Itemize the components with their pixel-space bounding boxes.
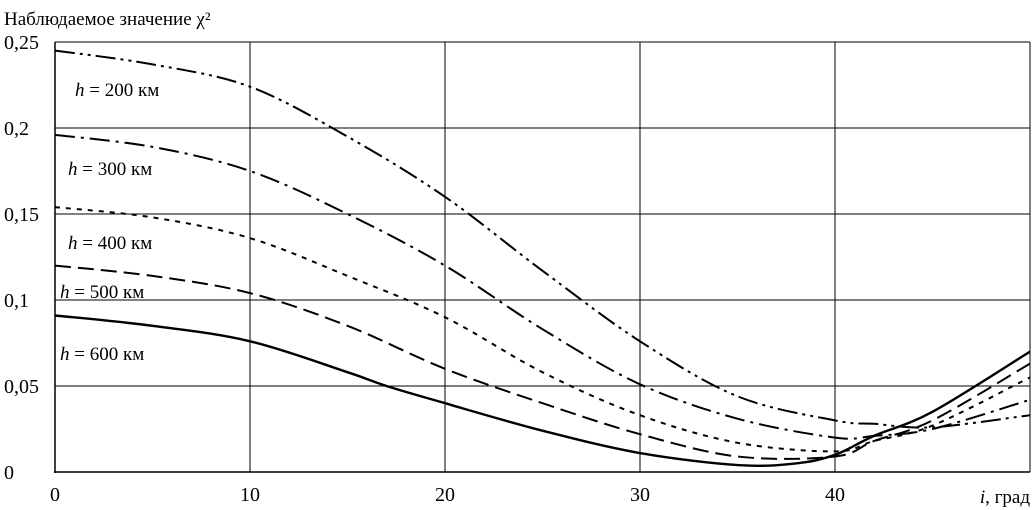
y-tick-label: 0,15	[4, 204, 39, 226]
series-line-5	[54, 314, 1031, 467]
x-tick-label: 30	[630, 484, 650, 506]
series-label-3: h = 400 км	[68, 233, 152, 254]
series-labels: h = 200 км h = 300 км h = 400 км h = 500 км…	[60, 80, 159, 365]
x-tick-label: 20	[435, 484, 455, 506]
x-tick-label: 0	[50, 484, 60, 506]
y-tick-label: 0	[4, 462, 14, 484]
x-axis-title: i, град	[980, 487, 1031, 508]
y-tick-label: 0,1	[4, 290, 29, 312]
series-label-5: h = 600 км	[60, 344, 144, 365]
x-tick-label: 10	[240, 484, 260, 506]
y-tick-label: 0,25	[4, 32, 39, 54]
x-tick-label: 40	[825, 484, 845, 506]
series-line-1	[54, 49, 1031, 429]
y-tick-label: 0,2	[4, 118, 29, 140]
grid	[54, 41, 1031, 473]
series-label-4: h = 500 км	[60, 282, 144, 303]
series-line-3	[54, 206, 1031, 453]
series-lines	[54, 49, 1031, 467]
y-tick-label: 0,05	[4, 376, 39, 398]
series-line-4	[54, 264, 1031, 460]
series-label-1: h = 200 км	[75, 80, 159, 101]
series-label-2: h = 300 км	[68, 159, 152, 180]
series-line-2	[54, 133, 1031, 440]
tick-labels: 0 10 20 30 40 0 0,05 0,1 0,15 0,2 0,25	[4, 32, 845, 506]
y-axis-title: Наблюдаемое значение χ²	[4, 9, 211, 30]
